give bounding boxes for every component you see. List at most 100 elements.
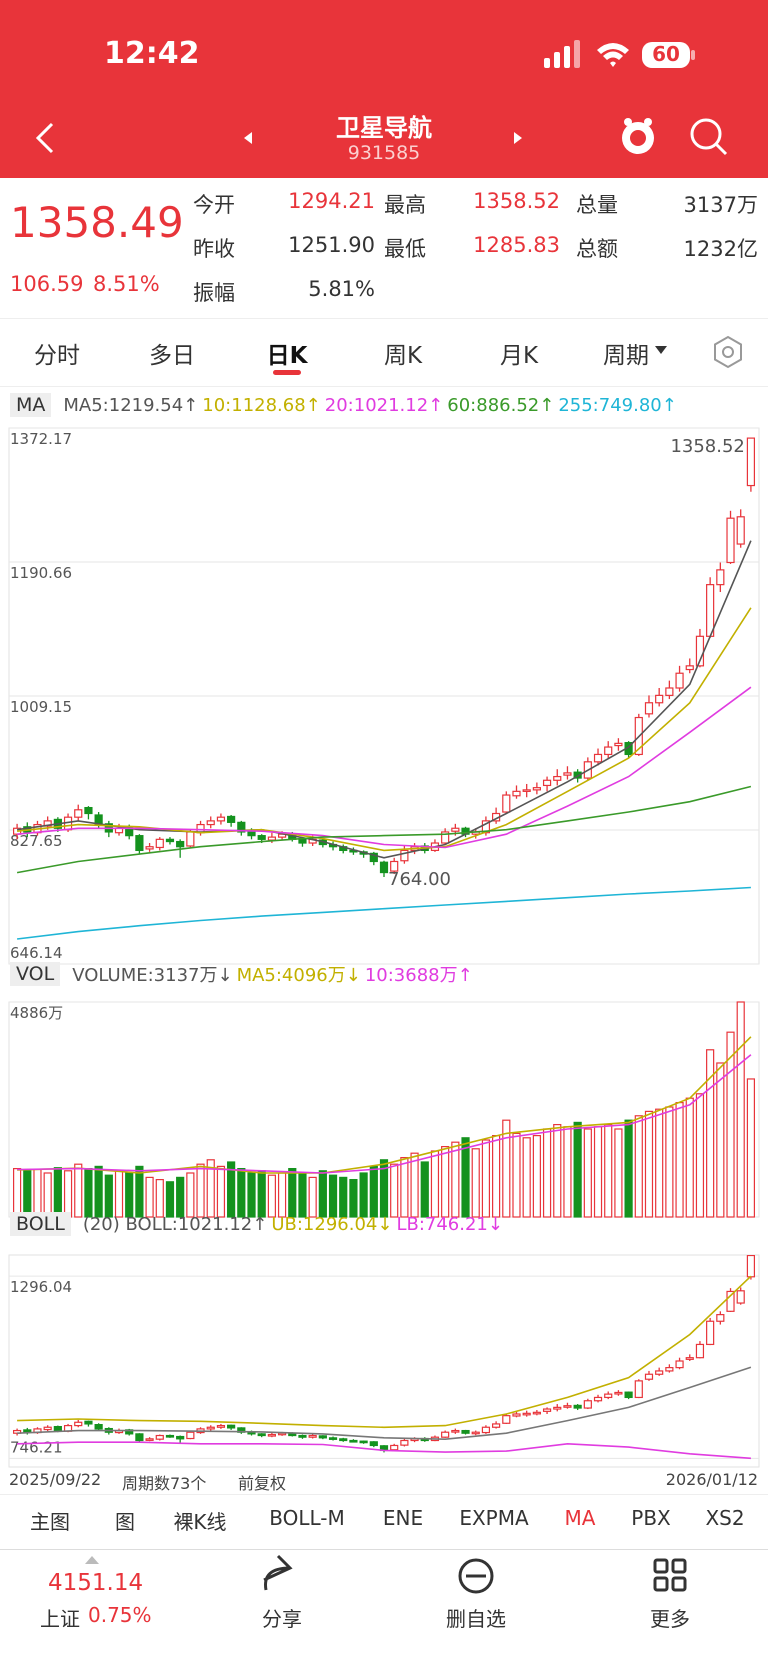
volume-bar <box>726 1031 735 1218</box>
legend-item: MA5:4096万↓ <box>236 965 361 986</box>
indicator-tab[interactable]: PBX <box>631 1506 671 1530</box>
y-tick-label: 1190.66 <box>10 564 72 582</box>
field-label: 总额 <box>576 237 618 261</box>
battery-level: 60 <box>652 42 680 66</box>
stock-code: 931585 <box>347 142 421 164</box>
field-label: 今开 <box>193 193 235 217</box>
tab[interactable]: 周K <box>383 343 423 369</box>
candle-body <box>644 1373 654 1380</box>
candle-body <box>379 861 389 874</box>
candle-body <box>74 1421 83 1427</box>
max-annotation: 1358.52 <box>670 436 744 457</box>
footer-button[interactable]: 删自选 <box>446 1607 506 1631</box>
volume-bar <box>94 1165 103 1218</box>
volume-bar <box>43 1172 52 1218</box>
footer-icons <box>85 1554 687 1594</box>
search[interactable] <box>690 118 722 150</box>
candle-body <box>685 1357 694 1360</box>
candle-body <box>135 1433 144 1442</box>
volume-bar <box>23 1170 32 1218</box>
indicator-tab[interactable]: ENE <box>382 1506 424 1530</box>
volume-bar <box>308 1176 317 1218</box>
field-value: 5.81% <box>308 277 375 301</box>
legend-item: 255:749.80↑ <box>558 394 677 416</box>
legend-item: (20) BOLL:1021.12↑ <box>82 1213 268 1235</box>
volume-bar <box>267 1174 276 1218</box>
candle-body <box>84 1420 93 1425</box>
candle-body <box>695 1343 705 1359</box>
indicator-tab[interactable]: EXPMA <box>459 1506 529 1530</box>
volume-bar <box>359 1172 368 1218</box>
nav-icons <box>35 118 728 156</box>
volume-bar <box>583 1128 592 1218</box>
volume-bar <box>145 1176 154 1218</box>
volume-bar <box>247 1172 256 1218</box>
candle-body <box>655 694 664 704</box>
volume-bar <box>176 1176 185 1218</box>
footer-button[interactable]: 更多 <box>650 1607 690 1631</box>
volume-bar <box>257 1170 266 1218</box>
back[interactable] <box>35 122 54 154</box>
candle-body <box>84 806 93 815</box>
indicator-tab[interactable]: BOLL-M <box>269 1506 345 1530</box>
x-label: 周期数73个 <box>122 1474 207 1493</box>
field-value: 1232亿 <box>683 237 758 261</box>
y-tick-label: 1009.15 <box>10 698 72 716</box>
tab[interactable]: 分时 <box>34 343 80 369</box>
y-tick-label: 746.21 <box>10 1438 63 1456</box>
settings[interactable] <box>710 334 746 370</box>
indicator-line <box>17 607 752 852</box>
legend-item: 60:886.52↑ <box>447 394 555 416</box>
volume-bar <box>74 1163 83 1218</box>
volume-bar <box>736 1001 745 1218</box>
legend-item: 10:1128.68↑ <box>202 394 321 416</box>
legend-title[interactable]: VOL <box>10 962 61 986</box>
volume-bar <box>430 1150 440 1218</box>
volume-bar <box>206 1159 215 1218</box>
candle-body <box>675 1360 684 1369</box>
tab[interactable]: 月K <box>499 343 539 369</box>
candle-body <box>451 1429 460 1433</box>
candle-body <box>298 1434 307 1438</box>
volume-bar <box>12 1167 22 1218</box>
volume-bar <box>196 1163 205 1218</box>
indicator-tab[interactable]: XS2 <box>705 1506 745 1530</box>
candle-body <box>145 846 154 850</box>
tab[interactable]: 日K <box>266 343 308 369</box>
field-label: 振幅 <box>193 281 235 305</box>
candle-body <box>532 787 541 791</box>
legend-title[interactable]: BOLL <box>10 1212 71 1236</box>
tab[interactable]: 多日 <box>149 343 195 369</box>
candle-body <box>257 835 266 840</box>
candle-body <box>145 1438 154 1441</box>
candle-body <box>176 1435 185 1440</box>
indicator-tab[interactable]: 裸K线 <box>173 1510 227 1534</box>
volume-bar <box>104 1174 113 1218</box>
indicator-tab[interactable]: MA <box>564 1506 596 1530</box>
candle-body <box>308 1434 317 1438</box>
candle-body <box>359 1440 368 1444</box>
candle-body <box>634 1380 643 1399</box>
footer-button[interactable]: 分享 <box>262 1607 302 1631</box>
volume-bar <box>135 1165 144 1218</box>
candle-body <box>604 1393 613 1399</box>
volume-bar <box>675 1101 684 1218</box>
index-pct: 0.75% <box>88 1603 152 1627</box>
indicator-tab[interactable]: 图 <box>115 1510 135 1534</box>
legend-title[interactable]: MA <box>10 393 52 417</box>
candle-body <box>186 1431 195 1440</box>
candle-body <box>267 836 276 841</box>
field-label: 总量 <box>576 193 618 217</box>
indicator-tab[interactable]: 主图 <box>30 1510 70 1534</box>
status-icons <box>544 40 695 68</box>
candle-body <box>583 1400 592 1409</box>
tab[interactable]: 周期 <box>603 343 649 369</box>
indicator-line <box>17 1366 752 1441</box>
volume-bar <box>216 1165 226 1218</box>
volume-bar <box>655 1108 664 1218</box>
candle-body <box>665 1367 674 1372</box>
boll-plot <box>12 1255 756 1460</box>
y-tick-label: 646.14 <box>10 944 63 962</box>
candle-body <box>624 1391 633 1399</box>
candle-body <box>369 1441 378 1447</box>
